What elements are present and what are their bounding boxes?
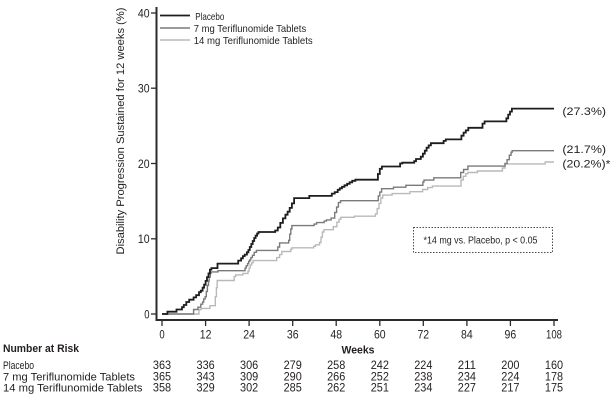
svg-text:Placebo: Placebo [195, 11, 224, 23]
svg-text:178: 178 [545, 369, 563, 383]
svg-text:365: 365 [153, 369, 171, 383]
svg-text:10: 10 [138, 232, 150, 246]
svg-text:84: 84 [461, 328, 473, 342]
svg-text:262: 262 [327, 381, 345, 395]
svg-text:227: 227 [458, 381, 476, 395]
svg-text:290: 290 [284, 369, 302, 383]
svg-text:0: 0 [159, 328, 165, 342]
svg-text:309: 309 [240, 369, 258, 383]
svg-text:30: 30 [138, 82, 150, 96]
svg-text:363: 363 [153, 358, 171, 372]
svg-text:7 mg Teriflunomide Tablets: 7 mg Teriflunomide Tablets [3, 371, 135, 383]
svg-text:160: 160 [545, 358, 563, 372]
svg-text:14 mg Teriflunomide Tablets: 14 mg Teriflunomide Tablets [194, 35, 313, 47]
svg-text:258: 258 [327, 358, 345, 372]
svg-text:175: 175 [545, 381, 563, 395]
svg-text:336: 336 [197, 358, 215, 372]
svg-text:238: 238 [414, 369, 432, 383]
svg-text:224: 224 [501, 369, 519, 383]
svg-text:279: 279 [284, 358, 302, 372]
svg-text:285: 285 [284, 381, 302, 395]
svg-text:24: 24 [243, 328, 255, 342]
svg-text:12: 12 [200, 328, 212, 342]
svg-text:343: 343 [197, 369, 215, 383]
svg-text:(27.3%): (27.3%) [562, 106, 606, 118]
svg-text:266: 266 [327, 369, 345, 383]
svg-text:211: 211 [458, 358, 477, 372]
svg-text:234: 234 [414, 381, 432, 395]
svg-text:224: 224 [414, 358, 432, 372]
svg-text:306: 306 [240, 358, 258, 372]
svg-text:0: 0 [144, 307, 150, 321]
svg-text:(20.2%)*: (20.2%)* [562, 159, 611, 171]
svg-text:358: 358 [153, 381, 171, 395]
svg-text:Placebo: Placebo [3, 360, 34, 372]
svg-text:72: 72 [417, 328, 429, 342]
svg-text:234: 234 [458, 369, 476, 383]
svg-text:7 mg Teriflunomide Tablets: 7 mg Teriflunomide Tablets [194, 23, 307, 35]
svg-text:(21.7%): (21.7%) [562, 144, 606, 156]
svg-text:251: 251 [371, 381, 389, 395]
svg-text:252: 252 [371, 369, 389, 383]
svg-text:20: 20 [138, 157, 150, 171]
svg-text:242: 242 [371, 358, 389, 372]
svg-text:302: 302 [240, 381, 258, 395]
svg-text:217: 217 [501, 381, 519, 395]
svg-text:14 mg Teriflunomide Tablets: 14 mg Teriflunomide Tablets [3, 383, 143, 395]
svg-text:40: 40 [138, 6, 150, 20]
svg-text:Weeks: Weeks [342, 345, 375, 357]
svg-text:Number at Risk: Number at Risk [3, 343, 80, 355]
svg-text:108: 108 [546, 328, 562, 342]
svg-text:329: 329 [197, 381, 215, 395]
svg-text:48: 48 [330, 328, 342, 342]
svg-text:96: 96 [505, 328, 517, 342]
svg-text:Disability Progression Sustain: Disability Progression Sustained for 12 … [115, 8, 127, 255]
svg-text:36: 36 [287, 328, 299, 342]
svg-text:*14 mg vs. Placebo, p < 0.05: *14 mg vs. Placebo, p < 0.05 [424, 236, 538, 247]
svg-text:60: 60 [374, 328, 386, 342]
svg-text:200: 200 [501, 358, 519, 372]
